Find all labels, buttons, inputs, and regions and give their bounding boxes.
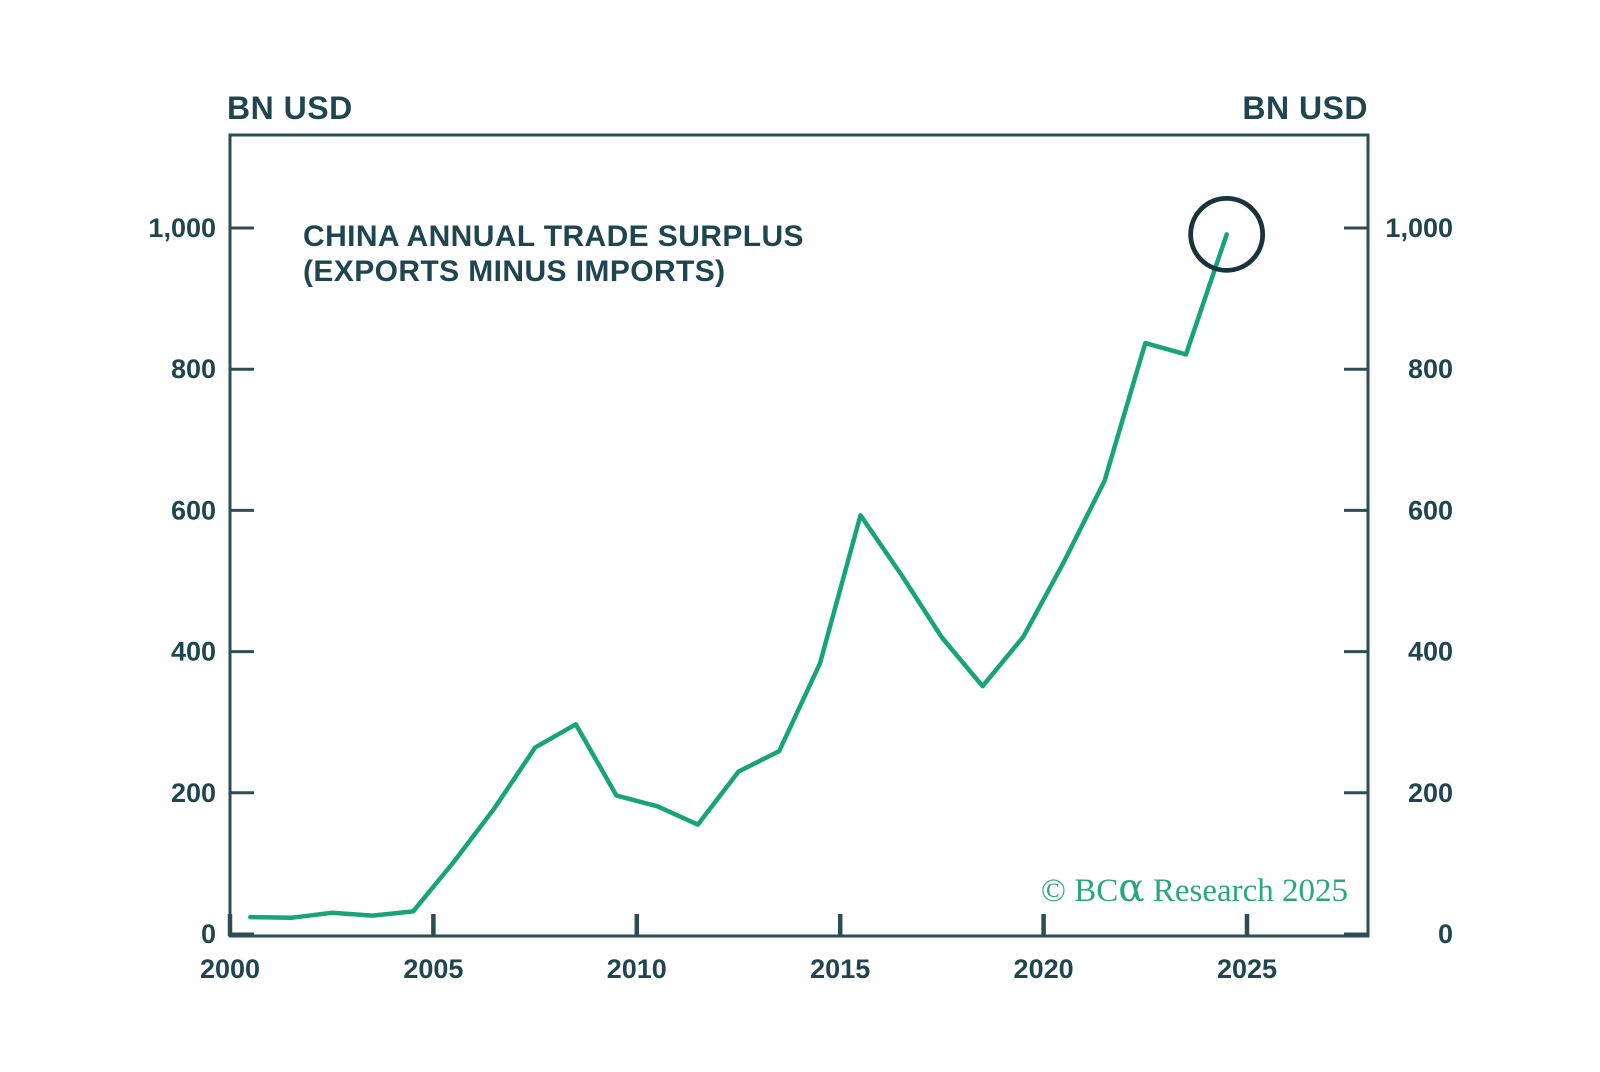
x-axis-tick-label: 2025 — [1217, 954, 1277, 984]
y-axis-tick-label-right: 600 — [1408, 495, 1453, 525]
watermark: © BCα Research 2025 — [1041, 869, 1348, 911]
plot-frame — [228, 133, 1370, 938]
chart-title-line1: CHINA ANNUAL TRADE SURPLUS — [303, 220, 804, 253]
x-axis-tick-label: 2000 — [200, 954, 260, 984]
chart-title-line2: (EXPORTS MINUS IMPORTS) — [303, 255, 726, 288]
watermark-copyright-symbol: © — [1040, 873, 1075, 909]
watermark-brand-text: BC — [1074, 873, 1119, 909]
left-axis-unit-label: BN USD — [227, 90, 353, 126]
x-axis-tick-label: 2015 — [810, 954, 870, 984]
y-axis-tick-label-left: 400 — [171, 637, 216, 667]
y-axis-tick-label-right: 800 — [1408, 354, 1453, 384]
x-axis-tick-label: 2010 — [607, 954, 667, 984]
y-axis-tick-label-left: 1,000 — [148, 213, 216, 243]
watermark-brand-rest: Research 2025 — [1144, 873, 1348, 909]
watermark-brand-alpha-glyph: α — [1118, 866, 1145, 911]
chart-title: CHINA ANNUAL TRADE SURPLUS (EXPORTS MINU… — [303, 219, 804, 289]
y-axis-tick-label-right: 400 — [1408, 637, 1453, 667]
y-axis-tick-label-left: 200 — [171, 778, 216, 808]
latest-point-highlight-circle — [1188, 195, 1266, 273]
right-axis-unit-label: BN USD — [1242, 90, 1368, 126]
y-axis-tick-label-left: 800 — [171, 354, 216, 384]
x-axis-tick-label: 2020 — [1014, 954, 1074, 984]
y-axis-tick-label-right: 1,000 — [1385, 213, 1453, 243]
y-axis-tick-label-left: 0 — [201, 919, 216, 949]
y-axis-tick-label-right: 200 — [1408, 778, 1453, 808]
y-axis-tick-label-left: 600 — [171, 495, 216, 525]
trade-surplus-line — [248, 232, 1229, 921]
x-axis-tick-label: 2005 — [403, 954, 463, 984]
y-axis-tick-label-right: 0 — [1438, 919, 1453, 949]
